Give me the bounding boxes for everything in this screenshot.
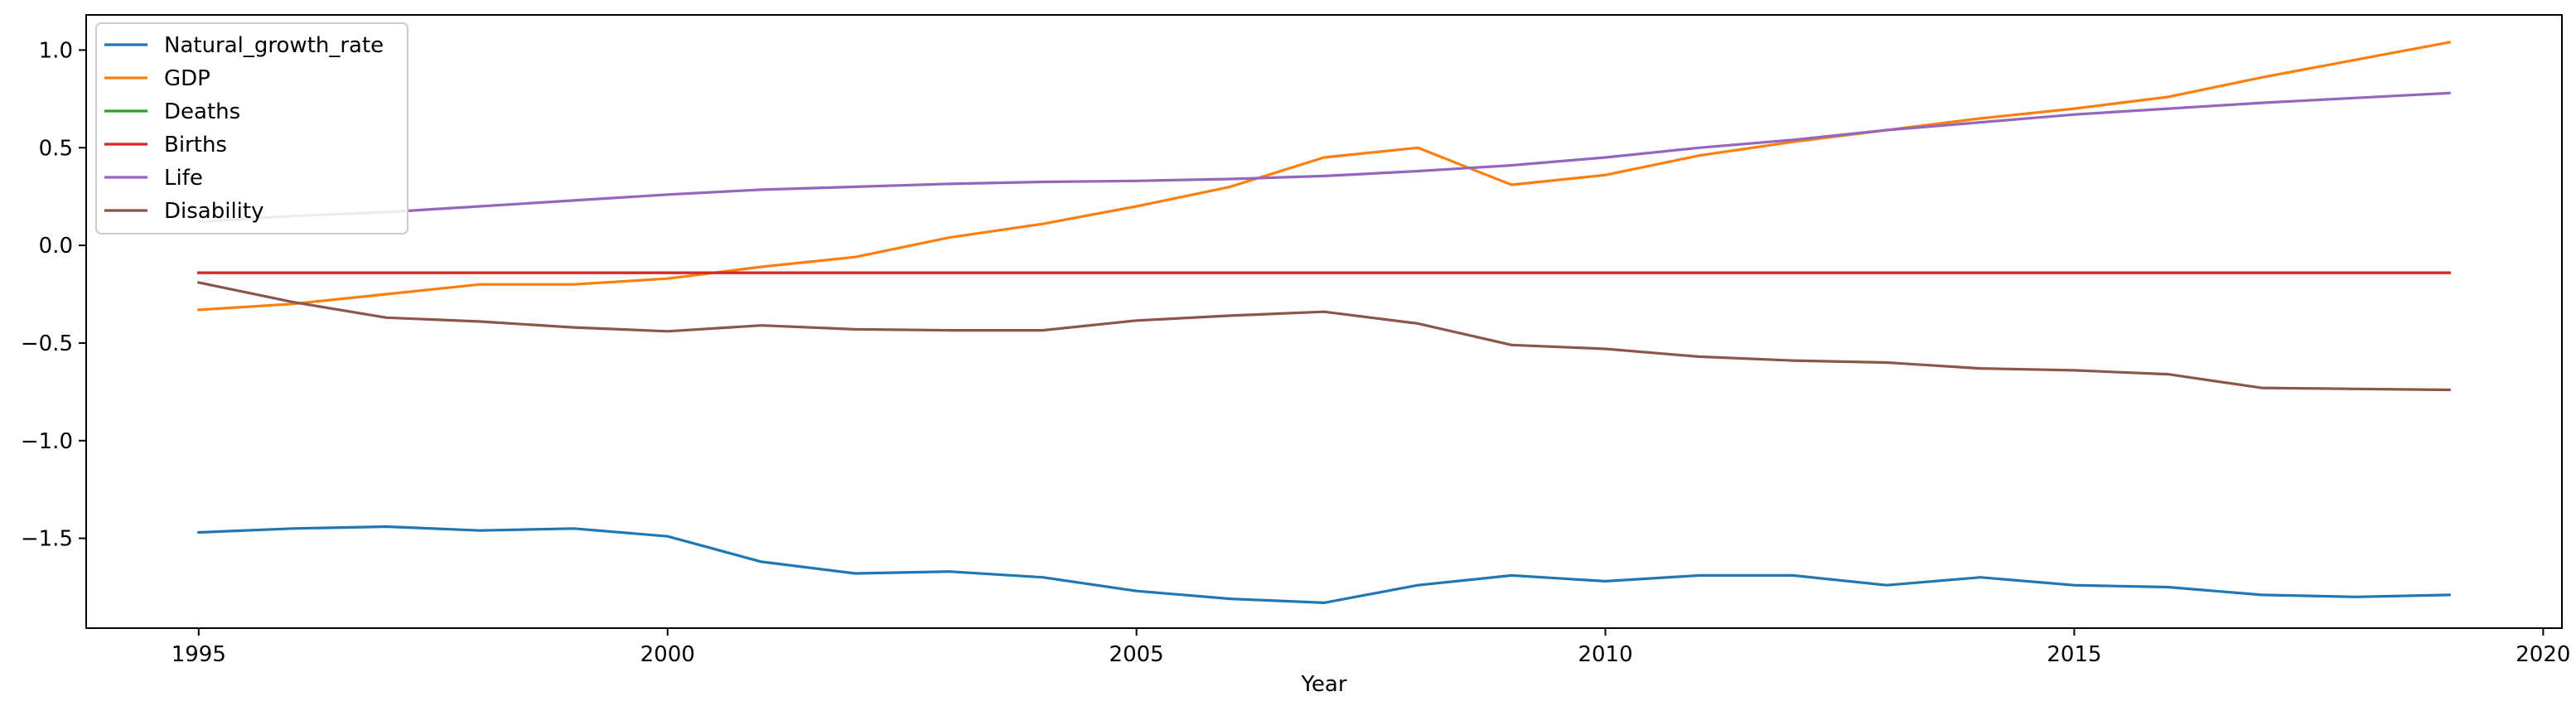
x-axis-title: Year	[1300, 672, 1346, 697]
legend-box	[95, 22, 408, 235]
series-line-disability	[196, 281, 2451, 392]
series-lines	[196, 41, 2452, 605]
y-tick-label: 1.0	[39, 38, 73, 63]
series-line-gdp	[197, 41, 2452, 312]
y-tick-label: −1.0	[21, 429, 73, 454]
x-tick-label: 2020	[2516, 642, 2570, 667]
y-tick-label: 0.5	[39, 136, 73, 161]
legend-label: Disability	[164, 199, 263, 224]
x-tick-label: 2005	[1109, 642, 1164, 667]
x-tick-label: 2015	[2047, 642, 2101, 667]
series-line-life	[197, 91, 2451, 224]
legend-label: Births	[164, 133, 227, 157]
x-tick-label: 1995	[172, 642, 226, 667]
legend-label: Life	[164, 166, 203, 191]
series-line-natural-growth-rate	[197, 525, 2451, 605]
x-axis-ticks: 1995 2000 2005 2010 2015 2020	[172, 628, 2570, 667]
legend-label: GDP	[164, 66, 210, 91]
y-axis-ticks: 1.0 0.5 0.0 −0.5 −1.0 −1.5	[21, 38, 86, 552]
plot-area-frame	[85, 14, 2563, 629]
y-tick-label: −1.5	[21, 527, 73, 552]
legend: Natural_growth_rate GDP Deaths Births Life Di…	[95, 22, 408, 235]
y-tick-label: −0.5	[21, 331, 73, 356]
x-tick-label: 2010	[1578, 642, 1632, 667]
y-tick-label: 0.0	[39, 234, 73, 259]
x-tick-label: 2000	[640, 642, 695, 667]
legend-label: Natural_growth_rate	[164, 33, 384, 58]
legend-label: Deaths	[164, 99, 240, 124]
